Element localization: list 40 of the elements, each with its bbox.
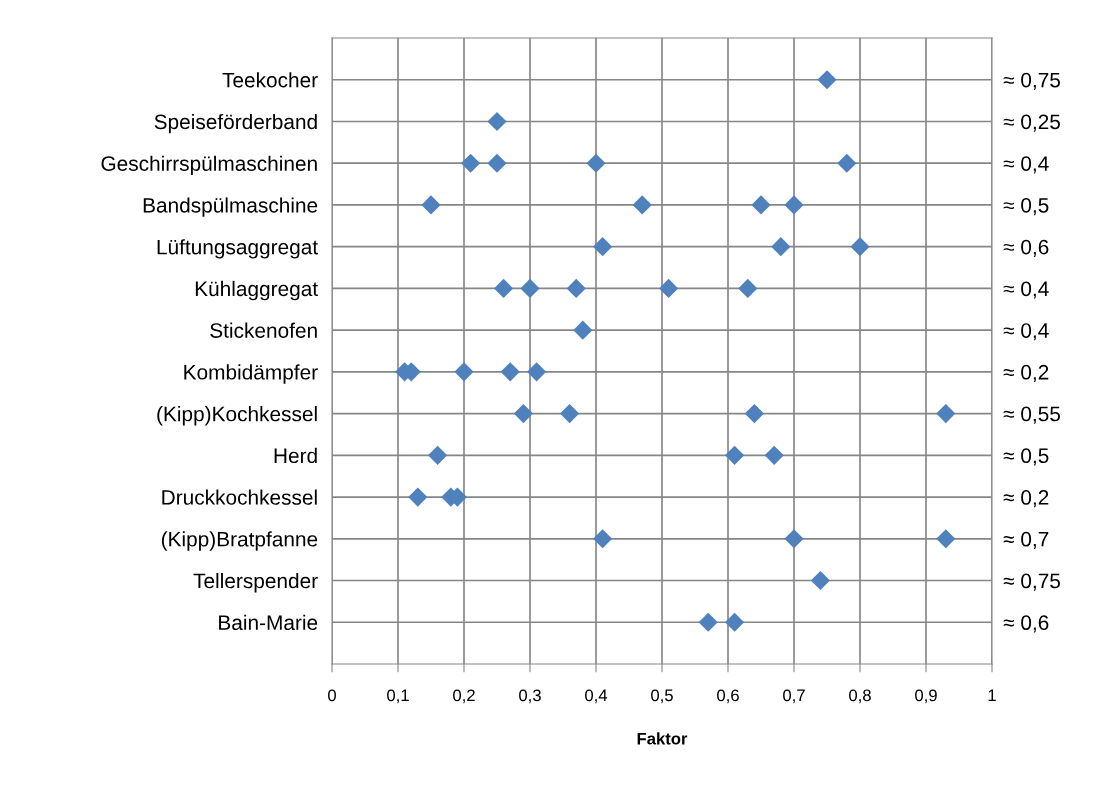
y2-tick-label: ≈ 0,2: [1003, 364, 1049, 383]
y-tick-label: Geschirrspülmaschinen: [101, 155, 317, 176]
x-tick-label: 0,9: [915, 689, 937, 704]
x-tick-label: 0,6: [717, 689, 739, 704]
y2-tick-label: ≈ 0,55: [1003, 406, 1061, 424]
y2-tick-label: ≈ 0,7: [1003, 531, 1049, 550]
x-tick-label: 0,5: [651, 689, 673, 704]
x-tick-label: 0,2: [453, 689, 475, 704]
y2-tick-label: ≈ 0,6: [1003, 615, 1049, 633]
y-tick-label: Lüftungsaggregat: [157, 239, 318, 259]
x-tick-label: 0,4: [585, 689, 608, 704]
y2-tick-label: ≈ 0,2: [1003, 490, 1049, 508]
y-tick-label: Bain-Marie: [219, 614, 318, 631]
y-tick-label: Bandspülmaschine: [143, 197, 318, 217]
y2-tick-label: ≈ 0,5: [1003, 448, 1049, 466]
y-tick-label: (Kipp)Bratpfanne: [161, 531, 318, 551]
y2-tick-label: ≈ 0,4: [1003, 281, 1049, 299]
y-tick-label: Tellerspender: [193, 572, 318, 593]
x-axis-title: Faktor: [637, 732, 688, 745]
y-tick-label: Herd: [274, 447, 317, 464]
x-tick-label: 0,1: [387, 689, 409, 704]
y-tick-label: Druckkochkessel: [162, 489, 317, 505]
x-tick-label: 0,8: [849, 689, 871, 704]
x-tick-label: 0: [328, 689, 336, 702]
y-tick-label: Speiseförderband: [154, 113, 317, 134]
x-tick-label: 0,3: [519, 689, 541, 704]
y-tick-label: Teekocher: [222, 72, 318, 88]
y2-tick-label: ≈ 0,75: [1003, 72, 1061, 90]
y2-tick-label: ≈ 0,5: [1003, 197, 1049, 216]
y2-tick-label: ≈ 0,6: [1003, 239, 1049, 257]
x-tick-label: 0,7: [783, 689, 805, 704]
y-tick-label: (Kipp)Kochkessel: [157, 406, 317, 426]
y-tick-label: Kombidämpfer: [184, 364, 318, 384]
y2-tick-label: ≈ 0,4: [1003, 156, 1049, 174]
y2-tick-label: ≈ 0,75: [1003, 573, 1061, 591]
y2-tick-label: ≈ 0,25: [1003, 114, 1061, 132]
x-tick-label: 1: [988, 689, 996, 702]
y-tick-label: Stickenofen: [210, 322, 317, 338]
y-tick-label: Kühlaggregat: [195, 280, 318, 301]
y2-tick-label: ≈ 0,4: [1003, 323, 1049, 341]
